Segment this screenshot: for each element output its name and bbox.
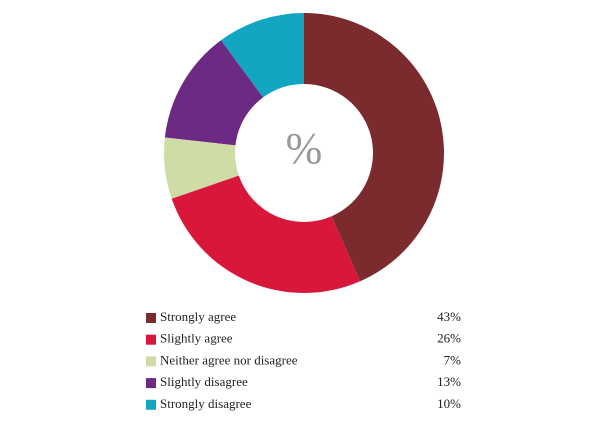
legend-label: Slightly disagree — [160, 374, 248, 389]
legend-value: 7% — [444, 352, 462, 367]
donut-slice — [304, 13, 445, 282]
donut-slice — [220, 13, 304, 98]
legend-item: Slightly agree 26% — [146, 331, 461, 346]
donut-slice — [164, 40, 264, 146]
legend-label: Strongly agree — [160, 309, 236, 324]
legend-item: Strongly disagree 10% — [146, 396, 461, 411]
legend-item: Neither agree nor disagree 7% — [146, 352, 461, 367]
donut-slice — [171, 175, 361, 293]
legend-value: 13% — [437, 374, 461, 389]
donut-slice — [164, 137, 239, 199]
legend-swatch — [146, 356, 156, 367]
legend-swatch — [146, 334, 156, 345]
legend-swatch — [146, 313, 156, 323]
legend-value: 10% — [437, 396, 461, 411]
center-label: % — [286, 124, 323, 173]
legend-label: Neither agree nor disagree — [160, 352, 298, 367]
legend-value: 26% — [437, 331, 461, 346]
legend-item: Strongly agree 43% — [146, 309, 461, 324]
legend-label: Slightly agree — [160, 331, 233, 346]
legend-value: 43% — [437, 309, 461, 324]
legend-swatch — [146, 378, 156, 389]
legend-swatch — [146, 399, 156, 410]
legend-label: Strongly disagree — [160, 396, 252, 411]
legend-item: Slightly disagree 13% — [146, 374, 461, 389]
